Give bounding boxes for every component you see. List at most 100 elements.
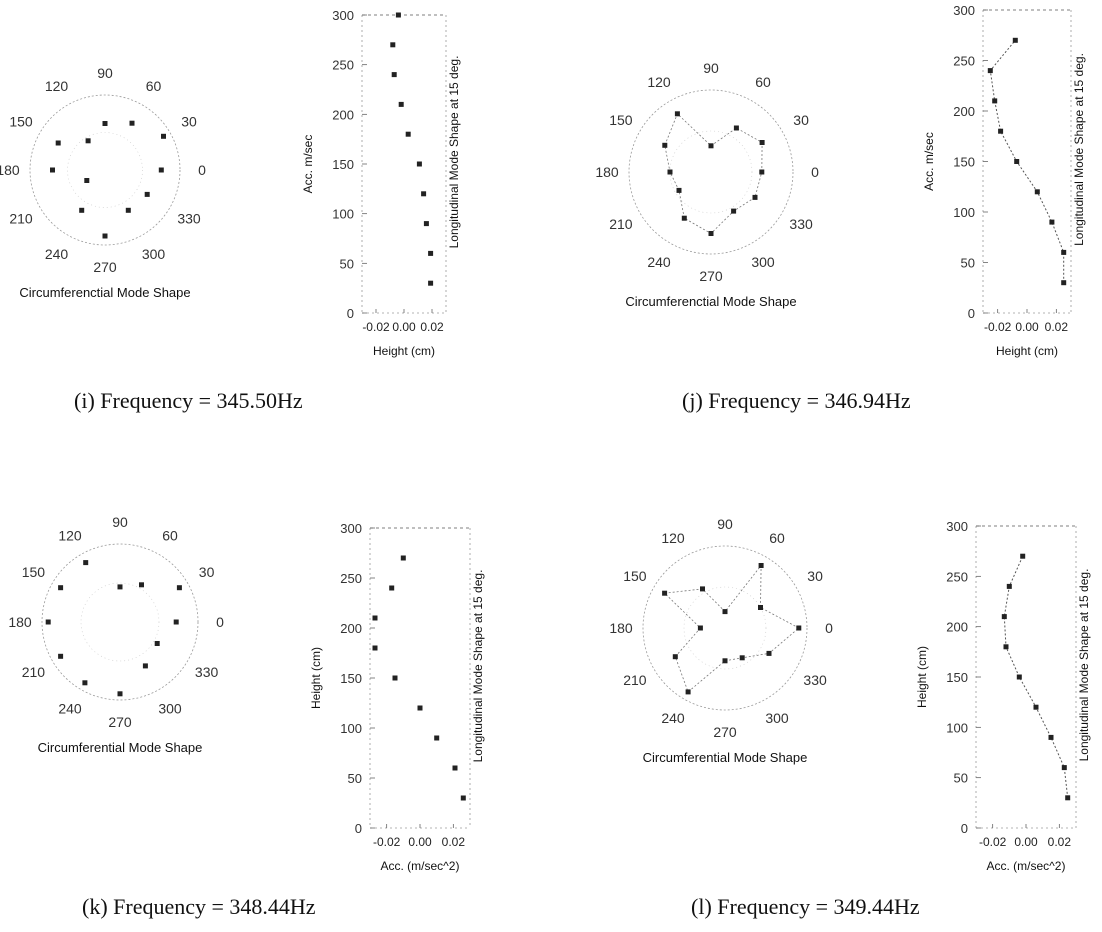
polar-point bbox=[685, 689, 691, 695]
y-tick-label: 0 bbox=[347, 306, 354, 321]
polar-point bbox=[161, 133, 166, 139]
polar-angle-label: 90 bbox=[97, 65, 113, 81]
polar-angle-label: 90 bbox=[717, 516, 733, 532]
polar-title: Circumferential Mode Shape bbox=[38, 740, 203, 755]
polar-inner-circle bbox=[683, 586, 767, 670]
polar-point bbox=[176, 585, 182, 591]
polar-angle-label: 300 bbox=[142, 246, 166, 262]
x-axis-label: Height (cm) bbox=[373, 344, 435, 358]
longitudinal-title: Longitudinal Mode Shape at 15 deg. bbox=[471, 570, 485, 763]
data-point bbox=[392, 675, 398, 681]
polar-title: Circumferenctial Mode Shape bbox=[625, 294, 796, 309]
data-point bbox=[992, 98, 998, 104]
polar-point bbox=[83, 560, 89, 566]
y-tick-label: 200 bbox=[340, 621, 362, 636]
polar-angle-label: 120 bbox=[58, 527, 82, 543]
polar-point bbox=[117, 691, 123, 697]
polar-point bbox=[667, 169, 673, 175]
polar-point bbox=[154, 641, 160, 646]
data-point bbox=[428, 250, 434, 256]
x-axis-label: Acc. (m/sec^2) bbox=[987, 859, 1066, 873]
polar-angle-label: 120 bbox=[647, 74, 671, 90]
y-tick-label: 250 bbox=[340, 571, 362, 586]
polar-point bbox=[142, 663, 148, 669]
y-tick-label: 200 bbox=[953, 104, 975, 119]
data-point bbox=[1061, 249, 1067, 255]
polar-angle-label: 90 bbox=[703, 60, 719, 76]
polar-angle-label: 150 bbox=[609, 112, 633, 128]
data-point bbox=[1006, 583, 1012, 589]
data-point bbox=[1016, 674, 1022, 680]
polar-inner-circle bbox=[80, 582, 160, 662]
polar-title: Circumferenctial Mode Shape bbox=[19, 285, 190, 300]
polar-point bbox=[58, 653, 64, 659]
polar-angle-label: 270 bbox=[713, 724, 737, 740]
longitudinal-title: Longitudinal Mode Shape at 15 deg. bbox=[447, 56, 461, 249]
y-tick-label: 150 bbox=[953, 155, 975, 170]
polar-point bbox=[102, 121, 108, 126]
data-point bbox=[1049, 219, 1055, 225]
polar-angle-label: 300 bbox=[751, 254, 775, 270]
panel-l: 90 60 30 0 330 300 270 240 210 180 150 120 Circumfer… bbox=[551, 466, 1102, 932]
polar-chart: 9060300330300270240210180150120Circumfer… bbox=[8, 514, 224, 755]
x-tick-label: -0.02 bbox=[979, 835, 1007, 849]
polar-angle-label: 0 bbox=[198, 162, 206, 178]
polar-point bbox=[117, 584, 123, 590]
polar-chart: 9060300330300270240210180150120Circumfer… bbox=[0, 65, 206, 300]
y-tick-label: 50 bbox=[348, 771, 362, 786]
polar-angle-label: 330 bbox=[195, 664, 219, 680]
polar-point bbox=[125, 207, 131, 213]
data-point bbox=[434, 735, 440, 741]
polar-angle-label: 60 bbox=[769, 530, 785, 546]
polar-point bbox=[662, 590, 668, 596]
polar-point bbox=[139, 582, 144, 588]
y-tick-label: 100 bbox=[332, 207, 354, 222]
polar-angle-label: 0 bbox=[825, 620, 833, 636]
polar-point bbox=[722, 658, 728, 664]
data-point bbox=[1001, 614, 1007, 620]
polar-angle-label: 60 bbox=[146, 78, 162, 94]
data-point bbox=[1003, 644, 1009, 650]
polar-angle-label: 210 bbox=[623, 672, 647, 688]
panel-i: 90 60 30 0 330 300 270 240 210 180 150 120 Circumfer… bbox=[0, 0, 551, 466]
data-point bbox=[452, 765, 458, 771]
polar-angle-label: 180 bbox=[595, 164, 619, 180]
polar-angle-label: 330 bbox=[789, 216, 813, 232]
polar-point bbox=[85, 138, 91, 144]
polar-point bbox=[82, 680, 88, 686]
data-point bbox=[417, 705, 423, 711]
longitudinal-chart: 300 250 200 150 100 50 0 -0.02 0.00 0.02 Acc. (m/s… bbox=[309, 521, 485, 873]
data-point bbox=[421, 191, 427, 197]
polar-angle-label: 120 bbox=[661, 530, 685, 546]
polar-point bbox=[144, 191, 150, 197]
polar-point bbox=[731, 208, 737, 214]
polar-angle-label: 30 bbox=[793, 112, 809, 128]
x-tick-label: 0.02 bbox=[442, 835, 466, 849]
polar-angle-label: 180 bbox=[0, 162, 20, 178]
polar-angle-label: 180 bbox=[609, 620, 633, 636]
panel-caption: (k) Frequency = 348.44Hz bbox=[82, 894, 316, 919]
y-tick-label: 150 bbox=[332, 157, 354, 172]
data-point bbox=[395, 12, 401, 18]
longitudinal-chart: 300 250 200 150 100 50 0 -0.02 0.00 0.02 Acc. (m/s… bbox=[915, 519, 1091, 873]
x-tick-label: 0.00 bbox=[1014, 835, 1038, 849]
polar-angle-label: 60 bbox=[755, 74, 771, 90]
panel-caption: (i) Frequency = 345.50Hz bbox=[74, 388, 303, 413]
data-point bbox=[1020, 553, 1026, 559]
y-tick-label: 300 bbox=[340, 521, 362, 536]
polar-angle-label: 0 bbox=[811, 164, 819, 180]
y-tick-label: 300 bbox=[332, 8, 354, 23]
polar-point bbox=[708, 231, 714, 236]
y-tick-label: 50 bbox=[961, 256, 975, 271]
polar-angle-label: 210 bbox=[22, 664, 46, 680]
y-axis-label: Acc. m/sec bbox=[301, 135, 315, 194]
longitudinal-title: Longitudinal Mode Shape at 15 deg. bbox=[1072, 53, 1086, 246]
panel-j: 90 60 30 0 330 300 270 240 210 180 150 120 Circumfer… bbox=[551, 0, 1102, 466]
data-point bbox=[398, 101, 404, 107]
polar-angle-label: 210 bbox=[609, 216, 633, 232]
data-point bbox=[1033, 704, 1039, 710]
y-tick-label: 0 bbox=[355, 821, 362, 836]
polar-title: Circumferential Mode Shape bbox=[643, 750, 808, 765]
data-point bbox=[372, 645, 378, 651]
x-tick-label: 0.02 bbox=[1045, 320, 1069, 334]
